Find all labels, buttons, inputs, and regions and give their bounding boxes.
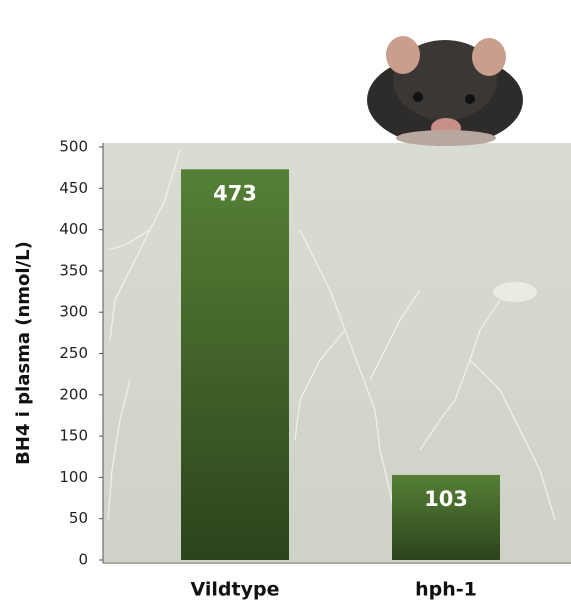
y-tick-label: 450	[59, 179, 88, 197]
value-label: 103	[424, 487, 468, 511]
plot-background	[103, 143, 571, 562]
y-tick-label: 300	[59, 303, 88, 321]
mouse-illustration	[367, 36, 523, 146]
y-tick-label: 0	[78, 551, 88, 569]
bar	[392, 474, 500, 560]
y-tick-label: 400	[59, 220, 88, 238]
bar	[181, 169, 289, 560]
y-tick-label: 500	[59, 138, 88, 156]
y-tick-label: 100	[59, 468, 88, 486]
y-tick-label: 50	[69, 509, 88, 527]
y-tick-label: 250	[59, 344, 88, 362]
x-tick-label: Vildtype	[191, 579, 280, 601]
x-tick-label: hph-1	[415, 579, 477, 601]
cloud-decoration	[493, 282, 537, 302]
y-tick-label: 150	[59, 427, 88, 445]
value-label: 473	[213, 181, 257, 205]
lightning-decoration	[107, 149, 556, 541]
y-tick-label: 200	[59, 385, 88, 403]
y-tick-label: 350	[59, 261, 88, 279]
y-axis-label: BH4 i plasma (nmol/L)	[13, 241, 34, 465]
